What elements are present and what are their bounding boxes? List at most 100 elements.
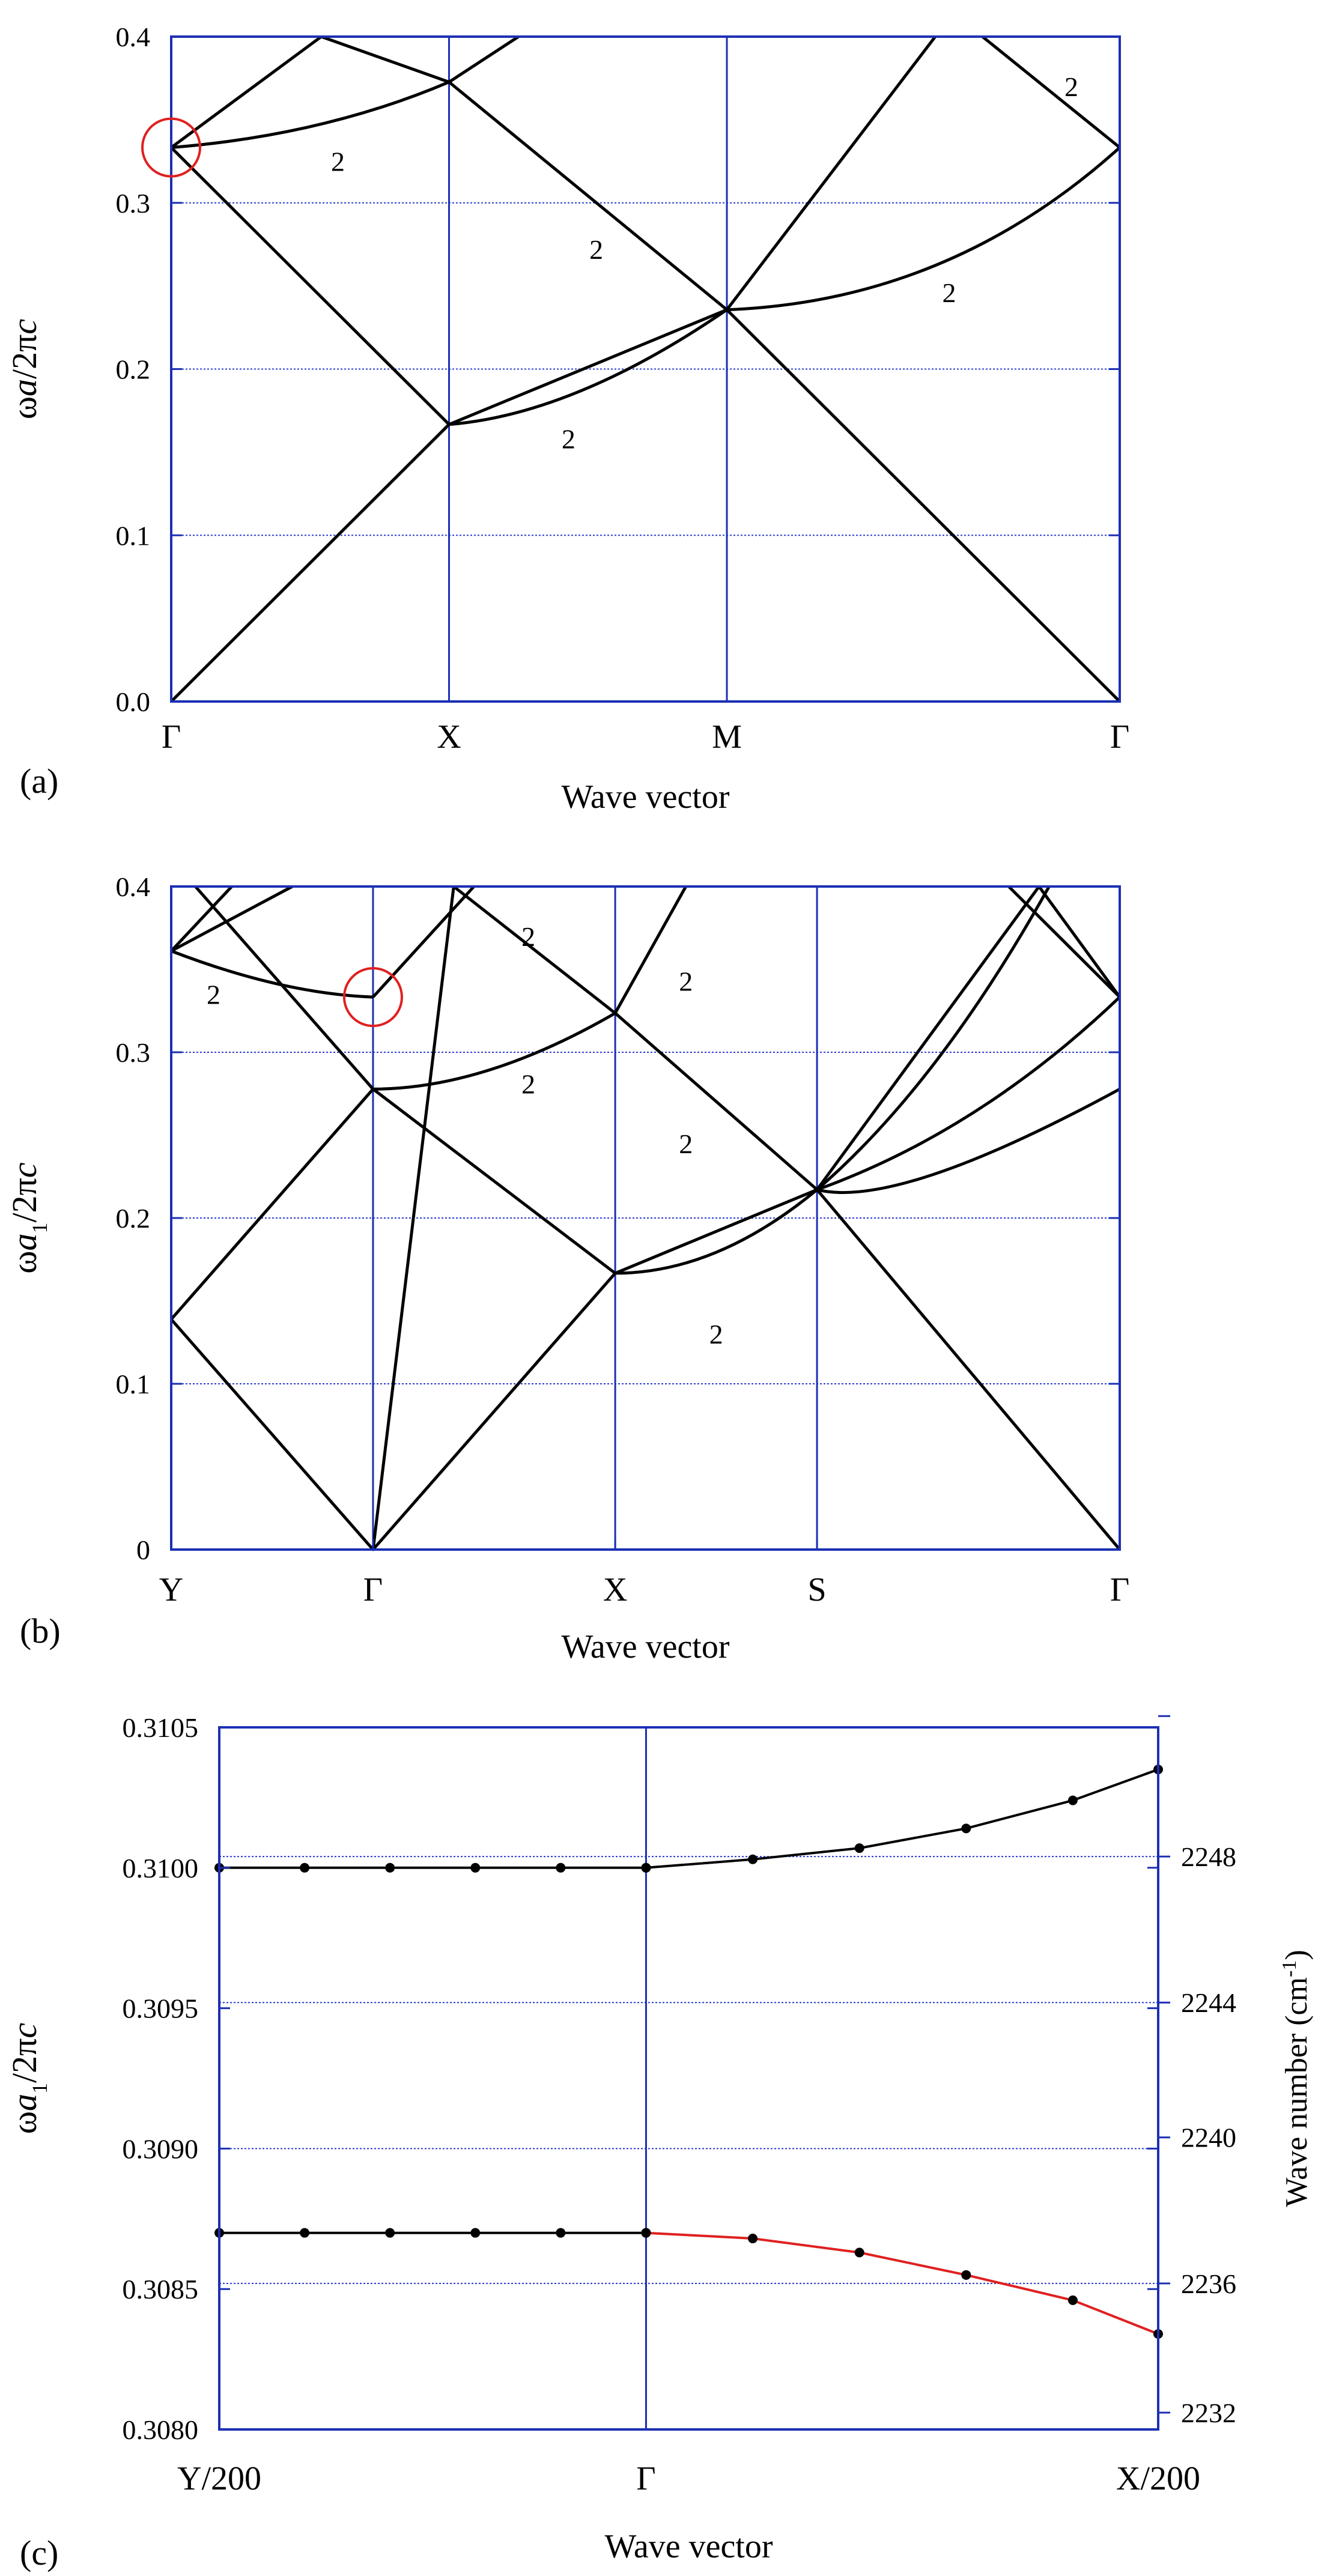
y-axis-label-omega: ω <box>5 396 44 419</box>
y-axis-label-right-end: ) <box>1280 1950 1314 1960</box>
panel-a: 0.0 0.1 0.2 0.3 0.4 Γ X M Γ Wave vector ωa/2πc (a) 2… <box>5 22 1129 816</box>
band-line <box>170 1188 1121 1551</box>
band-line <box>371 886 455 1550</box>
band-line <box>816 885 1040 1191</box>
band-line <box>170 146 451 426</box>
band-line <box>816 1088 1121 1194</box>
y-tick-label-right: 2236 <box>1181 2268 1236 2299</box>
y-axis-label-right-sup: -1 <box>1278 1960 1301 1977</box>
band-line <box>170 885 233 953</box>
panel-c: 0.3080 0.3085 0.3090 0.3095 0.3100 0.3105 2232… <box>5 1712 1314 2572</box>
data-point <box>748 2234 758 2244</box>
y-axis-label: ωa/2πc <box>5 319 44 420</box>
data-point <box>641 2228 651 2238</box>
y-tick-label: 0.3080 <box>123 2414 199 2445</box>
y-tick-label: 0 <box>136 1535 150 1565</box>
data-point <box>1067 1795 1078 1805</box>
band-line <box>372 1011 616 1091</box>
x-tick-label: Γ <box>636 2460 655 2497</box>
data-point <box>748 1854 758 1864</box>
y-tick-label: 0.3105 <box>123 1712 199 1743</box>
data-point <box>300 1862 310 1873</box>
y-axis-label-a: a <box>5 2094 44 2111</box>
x-axis-label: Wave vector <box>562 778 730 816</box>
degeneracy-label: 2 <box>521 1068 535 1099</box>
y-axis-label-c: c <box>5 2023 44 2038</box>
band-line <box>170 35 323 149</box>
band-line <box>448 35 520 83</box>
y-tick-label: 0.3090 <box>123 2133 199 2164</box>
data-point <box>556 1862 566 1873</box>
y-axis-label-omega: ω <box>5 2111 44 2134</box>
band-line <box>170 1088 374 1321</box>
y-tick-label: 0.3100 <box>123 1853 199 1884</box>
y-tick-label: 0.3 <box>116 188 151 219</box>
x-axis-label: Wave vector <box>605 2528 773 2565</box>
band-line <box>981 35 1121 149</box>
y-axis-label-right-text: Wave number (cm <box>1280 1977 1314 2207</box>
y-tick-label: 0.4 <box>116 871 151 902</box>
degeneracy-label: 2 <box>207 979 220 1010</box>
band-line <box>726 146 1121 312</box>
band-line <box>170 885 293 953</box>
band-line <box>613 885 687 1014</box>
data-point <box>854 1843 864 1853</box>
highlight-circle <box>141 117 201 178</box>
data-point <box>961 1823 971 1834</box>
degeneracy-label: 2 <box>521 921 535 952</box>
degeneracy-label: 2 <box>1064 71 1078 102</box>
y-axis-label-right: Wave number (cm-1) <box>1278 1950 1314 2207</box>
band-line <box>816 996 1121 1192</box>
band-line <box>449 308 728 426</box>
data-point <box>300 2228 310 2238</box>
band-line <box>615 1188 818 1275</box>
x-tick-label: Γ <box>162 718 181 756</box>
degeneracy-label: 2 <box>679 1129 693 1159</box>
x-tick-label: M <box>712 718 742 756</box>
band-line <box>372 885 475 998</box>
y-tick-label: 0.0 <box>116 686 151 717</box>
panel-label: (c) <box>20 2533 58 2572</box>
band-line <box>816 885 1051 1191</box>
data-point <box>556 2228 566 2238</box>
y-tick-label: 0.4 <box>116 22 151 52</box>
y-tick-label-right: 2248 <box>1181 1841 1236 1872</box>
x-tick-label: Y <box>159 1571 183 1608</box>
data-point <box>470 1862 481 1873</box>
band-line-lower-right <box>646 2231 1159 2335</box>
x-axis-label: Wave vector <box>562 1628 730 1665</box>
band-line <box>1007 885 1121 998</box>
y-tick-label: 0.3 <box>116 1037 151 1068</box>
y-axis-label-c: c <box>5 319 44 335</box>
y-axis-label-c: c <box>5 1162 44 1178</box>
x-tick-label: X/200 <box>1116 2460 1200 2497</box>
y-tick-label: 0.3085 <box>123 2274 199 2305</box>
data-point <box>1067 2295 1078 2305</box>
y-axis-label: ωa1/2πc <box>5 2023 52 2135</box>
y-tick-label-right: 2240 <box>1181 2123 1236 2153</box>
y-axis-label-mid: /2π <box>5 2038 44 2083</box>
x-tick-label: Y/200 <box>177 2460 261 2497</box>
y-tick-label-right: 2244 <box>1181 1987 1236 2018</box>
band-line <box>320 35 937 312</box>
highlight-circle <box>342 967 403 1028</box>
data-point <box>385 2228 395 2238</box>
data-point <box>385 1862 395 1873</box>
degeneracy-label: 2 <box>709 1319 723 1350</box>
y-tick-label: 0.3095 <box>123 1993 199 2024</box>
y-axis-label-mid: /2π <box>5 335 44 379</box>
y-axis-label-omega: ω <box>5 1250 44 1273</box>
band-line <box>170 308 1121 703</box>
y-axis-label-a: a <box>5 1233 44 1250</box>
degeneracy-label: 2 <box>562 424 575 455</box>
x-tick-label: X <box>437 718 461 756</box>
band-line <box>171 80 450 150</box>
y-tick-label: 0.1 <box>116 1369 151 1399</box>
panel-b: 0 0.1 0.2 0.3 0.4 Y Γ X S Γ Wave vector ωa1/2πc (b) 2… <box>5 871 1129 1665</box>
degeneracy-label: 2 <box>679 966 693 996</box>
y-axis-label-mid: /2π <box>5 1178 44 1222</box>
band-line-upper-right <box>646 1768 1159 1869</box>
panel-label: (a) <box>20 762 58 801</box>
degeneracy-label: 2 <box>331 147 345 177</box>
